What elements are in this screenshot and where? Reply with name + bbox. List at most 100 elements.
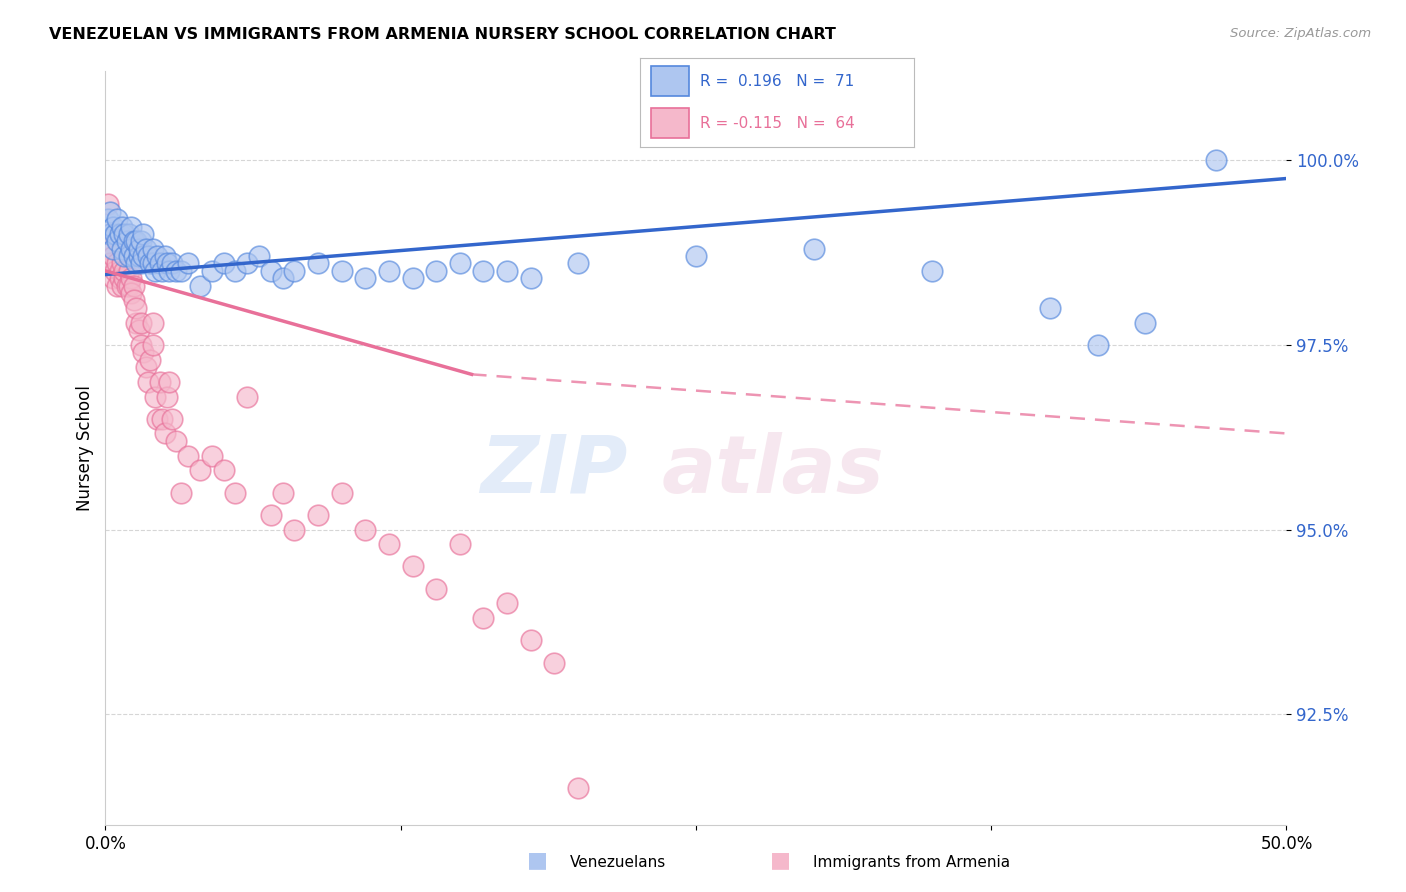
Point [354, 271, 377, 285]
Point [271, 485, 294, 500]
Point [425, 264, 447, 278]
Point [98, 227, 121, 241]
Point [150, 411, 173, 425]
Point [177, 449, 200, 463]
Point [149, 256, 172, 270]
Point [472, 611, 495, 625]
Point [132, 345, 155, 359]
Point [118, 227, 141, 241]
Point [120, 219, 142, 234]
Point [142, 256, 165, 270]
Text: R =  0.196   N =  71: R = 0.196 N = 71 [700, 74, 855, 88]
Point [97, 242, 120, 256]
Point [105, 212, 128, 227]
Point [177, 256, 200, 270]
Point [111, 256, 134, 270]
Text: Venezuelans: Venezuelans [569, 855, 665, 870]
Point [146, 249, 169, 263]
Point [170, 264, 193, 278]
Point [260, 264, 283, 278]
Point [129, 316, 152, 330]
Text: atlas: atlas [661, 432, 884, 510]
Point [1039, 301, 1062, 315]
Point [449, 256, 471, 270]
Point [260, 508, 283, 522]
Point [122, 235, 145, 249]
Point [132, 227, 155, 241]
Point [157, 264, 180, 278]
Y-axis label: Nursery School: Nursery School [76, 385, 94, 511]
Point [157, 375, 180, 389]
Point [125, 301, 148, 315]
Point [111, 278, 134, 293]
Point [307, 508, 329, 522]
Text: R = -0.115   N =  64: R = -0.115 N = 64 [700, 116, 855, 130]
Point [108, 264, 131, 278]
Point [135, 242, 157, 256]
Text: ■: ■ [770, 850, 790, 870]
Point [236, 256, 259, 270]
Point [128, 249, 150, 263]
Point [129, 235, 152, 249]
Point [146, 411, 169, 425]
Point [98, 256, 121, 270]
Point [567, 256, 589, 270]
Point [153, 249, 176, 263]
Point [120, 286, 142, 301]
Point [188, 463, 211, 477]
Text: ZIP: ZIP [481, 432, 628, 510]
Point [128, 323, 150, 337]
Point [160, 411, 183, 425]
Point [112, 271, 135, 285]
Point [142, 316, 165, 330]
Point [129, 338, 152, 352]
Point [111, 219, 134, 234]
Point [283, 264, 305, 278]
Point [153, 426, 176, 441]
Text: Immigrants from Armenia: Immigrants from Armenia [813, 855, 1010, 870]
Point [165, 264, 187, 278]
Point [567, 781, 589, 796]
Point [143, 264, 166, 278]
Point [803, 242, 825, 256]
Point [201, 449, 224, 463]
Point [125, 256, 148, 270]
Point [425, 582, 447, 596]
Point [111, 242, 134, 256]
Point [543, 656, 565, 670]
Point [921, 264, 943, 278]
Point [283, 523, 305, 537]
Point [519, 271, 541, 285]
Point [224, 485, 246, 500]
Point [101, 249, 124, 263]
Point [115, 278, 138, 293]
Point [135, 359, 157, 374]
Point [98, 204, 121, 219]
Point [201, 264, 224, 278]
Point [160, 256, 183, 270]
Point [685, 249, 707, 263]
Point [108, 271, 131, 285]
Point [122, 278, 145, 293]
Point [1133, 316, 1156, 330]
Point [378, 537, 401, 551]
Point [330, 485, 353, 500]
Point [354, 523, 377, 537]
Point [143, 390, 166, 404]
Point [136, 375, 159, 389]
Point [112, 264, 135, 278]
Point [378, 264, 401, 278]
Point [118, 278, 141, 293]
Point [212, 256, 235, 270]
Point [156, 256, 179, 270]
Point [125, 235, 148, 249]
Point [105, 278, 128, 293]
Point [401, 559, 423, 574]
Point [125, 316, 148, 330]
Point [97, 212, 120, 227]
Point [122, 293, 145, 308]
Point [496, 596, 519, 610]
Point [519, 633, 541, 648]
Point [104, 264, 127, 278]
Point [97, 197, 120, 211]
